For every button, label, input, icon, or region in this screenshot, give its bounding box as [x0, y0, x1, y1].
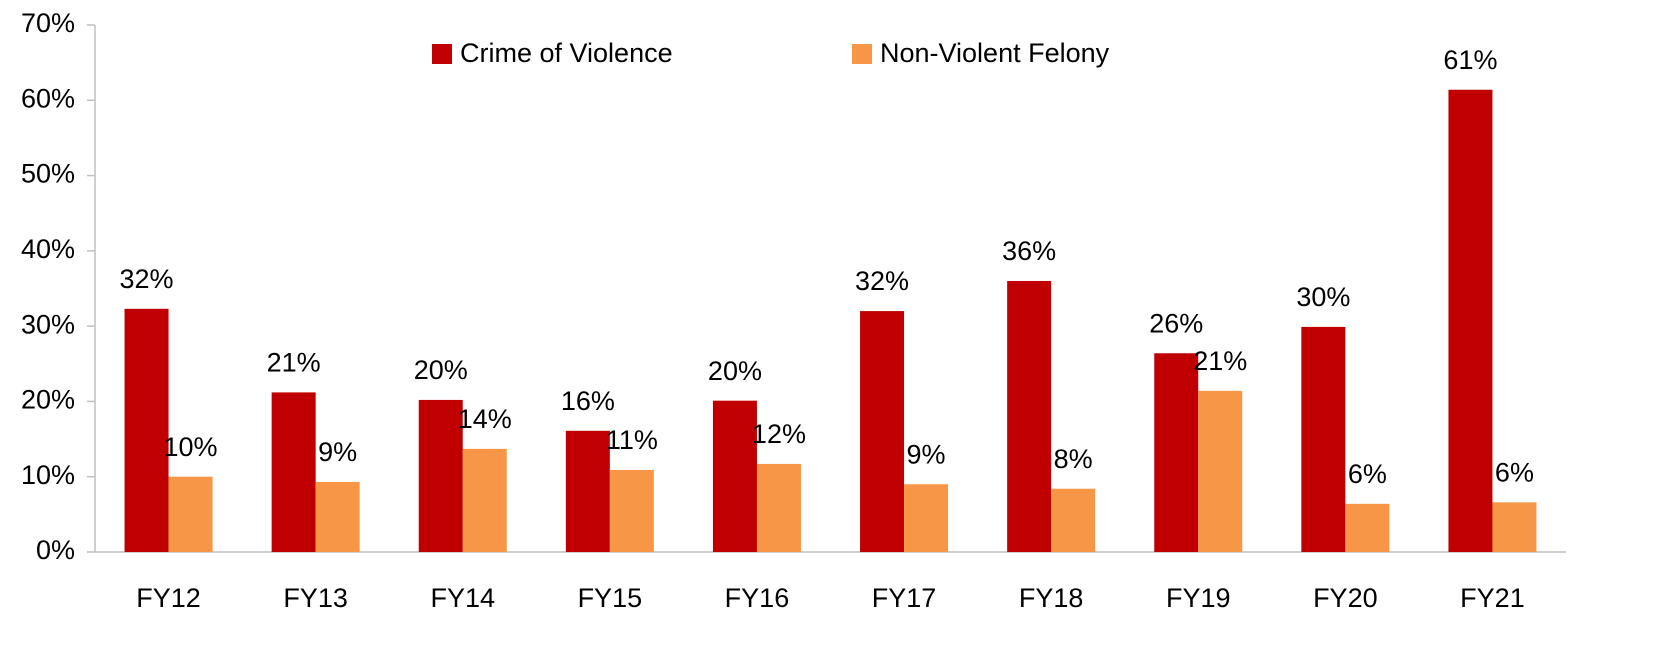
- bar: [271, 392, 316, 552]
- bar: [462, 448, 507, 552]
- value-label: 8%: [1054, 444, 1093, 474]
- bar: [1301, 326, 1346, 552]
- value-label: 21%: [1193, 346, 1247, 376]
- bar: [1345, 503, 1390, 552]
- legend-swatch: [852, 44, 872, 64]
- bar: [418, 399, 463, 552]
- bar: [124, 308, 169, 552]
- x-tick-label: FY20: [1313, 583, 1378, 613]
- y-tick-label: 70%: [21, 8, 75, 38]
- x-tick-label: FY16: [725, 583, 790, 613]
- bar: [315, 481, 360, 552]
- value-label: 9%: [318, 437, 357, 467]
- bar: [168, 476, 213, 552]
- bar: [1448, 89, 1493, 552]
- x-tick-label: FY18: [1019, 583, 1084, 613]
- value-label: 16%: [561, 386, 615, 416]
- bar: [565, 430, 610, 552]
- value-label: 12%: [752, 419, 806, 449]
- value-label: 6%: [1495, 457, 1534, 487]
- x-tick-label: FY19: [1166, 583, 1231, 613]
- x-tick-label: FY12: [136, 583, 201, 613]
- bar: [756, 463, 801, 552]
- bar: [1198, 390, 1243, 552]
- x-tick-label: FY15: [578, 583, 643, 613]
- x-tick-label: FY14: [430, 583, 495, 613]
- legend-swatch: [432, 44, 452, 64]
- bar: [1007, 280, 1052, 552]
- x-tick-label: FY17: [872, 583, 937, 613]
- bar: [609, 469, 654, 552]
- y-tick-label: 0%: [36, 535, 75, 565]
- bar: [1154, 353, 1199, 552]
- legend-label: Crime of Violence: [460, 38, 673, 68]
- value-label: 32%: [120, 264, 174, 294]
- bar: [904, 484, 949, 552]
- bar: [712, 400, 757, 552]
- x-tick-label: FY21: [1460, 583, 1525, 613]
- bar: [860, 311, 905, 552]
- y-tick-label: 50%: [21, 159, 75, 189]
- bar: [1492, 502, 1537, 552]
- value-label: 32%: [855, 266, 909, 296]
- value-label: 26%: [1149, 308, 1203, 338]
- value-label: 6%: [1348, 459, 1387, 489]
- value-label: 21%: [267, 348, 321, 378]
- value-label: 61%: [1443, 45, 1497, 75]
- value-label: 36%: [1002, 236, 1056, 266]
- bar: [1051, 488, 1096, 552]
- y-tick-label: 60%: [21, 83, 75, 113]
- value-label: 11%: [606, 425, 658, 455]
- y-tick-label: 30%: [21, 309, 75, 339]
- value-label: 9%: [907, 439, 946, 469]
- value-label: 10%: [164, 432, 218, 462]
- value-label: 30%: [1296, 282, 1350, 312]
- y-tick-label: 20%: [21, 385, 75, 415]
- value-label: 14%: [458, 404, 512, 434]
- y-tick-label: 10%: [21, 460, 75, 490]
- value-label: 20%: [414, 355, 468, 385]
- y-tick-label: 40%: [21, 234, 75, 264]
- x-tick-label: FY13: [283, 583, 348, 613]
- value-label: 20%: [708, 356, 762, 386]
- legend-label: Non-Violent Felony: [880, 38, 1110, 68]
